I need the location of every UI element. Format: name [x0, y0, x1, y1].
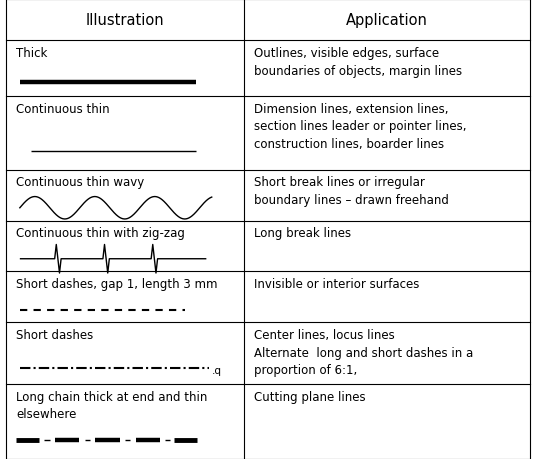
Text: Cutting plane lines: Cutting plane lines	[254, 390, 365, 403]
Text: Long chain thick at end and thin
elsewhere: Long chain thick at end and thin elsewhe…	[16, 390, 207, 420]
Text: Continuous thin: Continuous thin	[16, 103, 110, 116]
Text: .q: .q	[212, 365, 222, 375]
Text: Invisible or interior surfaces: Invisible or interior surfaces	[254, 278, 419, 291]
Text: Short break lines or irregular
boundary lines – drawn freehand: Short break lines or irregular boundary …	[254, 176, 449, 207]
Text: Short dashes: Short dashes	[16, 329, 93, 341]
Text: Application: Application	[346, 13, 428, 28]
Text: Long break lines: Long break lines	[254, 227, 351, 240]
Text: Continuous thin wavy: Continuous thin wavy	[16, 176, 144, 189]
Text: Illustration: Illustration	[86, 13, 165, 28]
Text: Dimension lines, extension lines,
section lines leader or pointer lines,
constru: Dimension lines, extension lines, sectio…	[254, 103, 466, 151]
Text: Thick: Thick	[16, 47, 48, 60]
Text: Continuous thin with zig-zag: Continuous thin with zig-zag	[16, 227, 185, 240]
Text: Short dashes, gap 1, length 3 mm: Short dashes, gap 1, length 3 mm	[16, 278, 218, 291]
Text: Outlines, visible edges, surface
boundaries of objects, margin lines: Outlines, visible edges, surface boundar…	[254, 47, 461, 78]
Text: Center lines, locus lines
Alternate  long and short dashes in a
proportion of 6:: Center lines, locus lines Alternate long…	[254, 329, 473, 377]
